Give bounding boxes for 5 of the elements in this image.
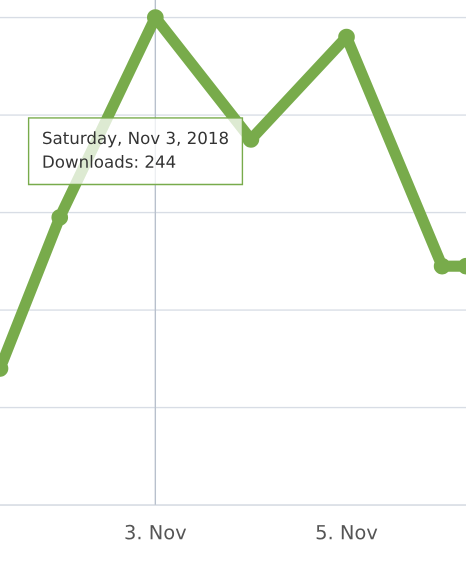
x-tick-label: 5. Nov — [316, 525, 378, 540]
annotation: Saturday, Nov 3, 2018 Downloads: 244 — [43, 131, 228, 168]
x-tick-label: 3. Nov — [125, 524, 186, 540]
point — [51, 209, 68, 226]
point — [434, 258, 450, 274]
